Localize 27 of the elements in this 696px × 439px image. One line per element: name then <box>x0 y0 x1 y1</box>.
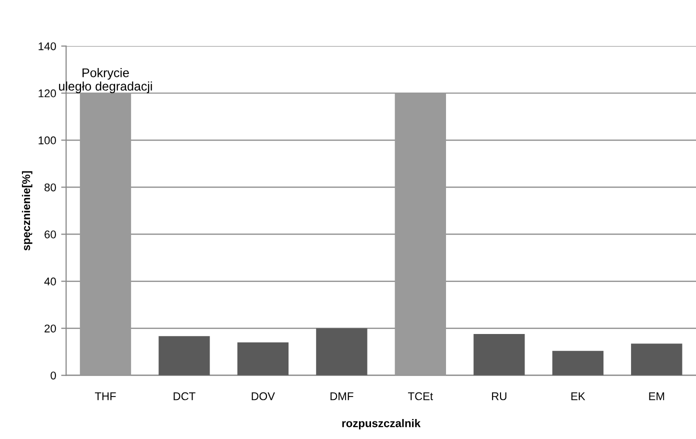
bar <box>631 344 682 376</box>
x-axis-title: rozpuszczalnik <box>342 419 421 430</box>
y-tick-label: 0 <box>50 372 56 380</box>
x-tick-label: RU <box>492 392 506 400</box>
bar <box>474 334 525 376</box>
y-tick-label: 120 <box>38 89 56 98</box>
bar <box>237 342 289 376</box>
y-tick-label: 80 <box>44 183 56 192</box>
y-tick-label: 140 <box>38 42 56 50</box>
x-tick-label: DOV <box>252 392 275 400</box>
bar <box>552 350 604 376</box>
bar <box>158 336 210 376</box>
bar <box>80 93 132 376</box>
y-tick-label: 60 <box>44 230 56 238</box>
annotation: Pokrycie uległo degradacji <box>59 68 152 94</box>
bar <box>394 93 446 376</box>
x-tick-label: THF <box>94 392 116 400</box>
x-tick-label: DMF <box>330 392 354 400</box>
x-tick-label: EK <box>571 392 586 400</box>
y-axis-title: spęcznienie[%] <box>22 171 32 250</box>
bar <box>316 328 368 376</box>
x-tick-label: DCT <box>174 392 196 400</box>
y-tick-label: 100 <box>38 136 56 144</box>
x-tick-label: TCEt <box>408 392 433 400</box>
y-tick-label: 40 <box>44 278 56 286</box>
y-tick-label: 20 <box>44 324 56 332</box>
x-tick-label: EM <box>649 392 664 400</box>
